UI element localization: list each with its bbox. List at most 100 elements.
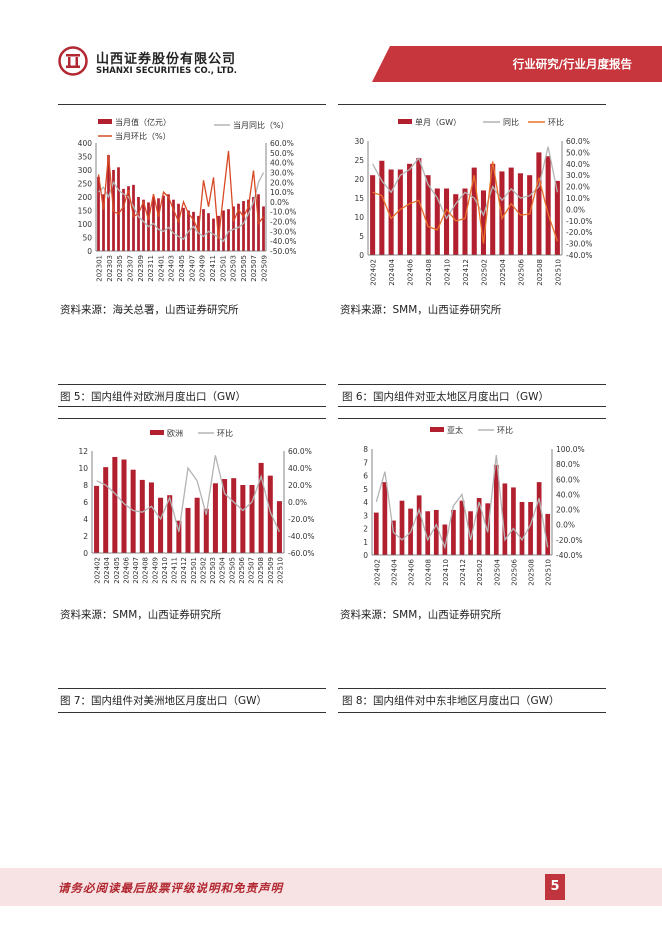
x-tick-label: 202408 [425, 559, 433, 586]
y-tick-label: 20 [354, 175, 364, 184]
bar [167, 495, 173, 553]
bar [276, 501, 282, 553]
bar [176, 520, 182, 553]
disclaimer-link[interactable]: 请务必阅读最后股票评级说明和免责声明 [58, 881, 283, 895]
page-header: 山西证券股份有限公司 SHANXI SECURITIES CO., LTD. 行… [0, 0, 662, 90]
bar [157, 198, 160, 251]
bar [545, 156, 551, 255]
company-name-en: SHANXI SECURITIES CO., LTD. [96, 66, 238, 76]
figure-8-divider [338, 688, 606, 689]
x-tick-label: 202504 [493, 558, 501, 585]
x-tick-label: 202502 [199, 557, 207, 584]
figure-7-bottom-rule [58, 712, 326, 713]
bar [122, 188, 125, 251]
bar [545, 513, 551, 555]
y-tick-label: 0 [83, 549, 88, 558]
x-tick-label: 202411 [209, 255, 217, 282]
legend-swatch-monthly [398, 119, 412, 124]
bar [490, 163, 496, 255]
x-tick-label: 202410 [442, 559, 450, 586]
x-tick-label: 202407 [132, 557, 140, 584]
x-tick-label: 202502 [476, 559, 484, 586]
figure-5-source: 资料来源：海关总署，山西证券研究所 [60, 304, 239, 316]
series-line-1 [375, 455, 549, 550]
bar [425, 175, 431, 255]
x-tick-label: 202405 [178, 255, 186, 282]
bar [536, 482, 542, 555]
figure-6-divider [338, 384, 606, 385]
bar [102, 194, 105, 251]
page-number: 5 [545, 874, 565, 900]
y2-tick-label: -40.0% [288, 532, 315, 541]
figure-6-caption: 图 6：国内组件对亚太地区月度出口（GW） [342, 391, 550, 403]
y2-tick-label: 60.0% [556, 475, 580, 484]
x-tick-label: 202402 [94, 557, 102, 584]
y-tick-label: 10 [354, 213, 364, 222]
x-tick-label: 202507 [250, 255, 258, 282]
x-tick-label: 202506 [238, 556, 246, 583]
x-tick-label: 202506 [510, 558, 518, 585]
x-tick-label: 202510 [554, 259, 562, 286]
bar [212, 483, 218, 553]
y2-tick-label: 10.0% [566, 194, 590, 203]
bar [379, 160, 385, 255]
x-tick-label: 202408 [425, 259, 433, 286]
y2-tick-label: -10.0% [270, 208, 297, 217]
y2-tick-label: 20.0% [566, 183, 590, 192]
chart-americas-export: 欧洲 环比 0 2 4 6 8 10 12 60.0% 40.0% 20.0% 0.0% -20.0%… [78, 428, 315, 584]
series-line-2 [372, 161, 559, 244]
y-tick-label: 8 [83, 481, 88, 490]
bar [416, 495, 422, 555]
figure-8-source: 资料来源：SMM，山西证券研究所 [340, 609, 502, 621]
y2-tick-label: -20.0% [288, 515, 315, 524]
x-tick-label: 202311 [147, 255, 155, 282]
bar [194, 497, 200, 553]
bar [536, 152, 542, 255]
y2-tick-label: 50.0% [270, 149, 294, 158]
bar [453, 194, 459, 255]
x-tick-label: 202503 [230, 255, 238, 282]
bar [203, 508, 209, 553]
y-tick-label: 100 [78, 220, 93, 229]
bar [172, 199, 175, 251]
x-tick-label: 202503 [209, 557, 217, 584]
bar [240, 485, 246, 553]
bar [222, 479, 228, 553]
x-tick-label: 202510 [545, 559, 553, 586]
x-tick-label: 202404 [103, 556, 111, 583]
x-tick-label: 202507 [248, 557, 256, 584]
y2-tick-label: 20.0% [270, 178, 294, 187]
bar [382, 482, 388, 555]
x-tick-label: 202401 [157, 255, 165, 282]
y-tick-label: 150 [78, 207, 93, 216]
y-tick-label: 25 [354, 156, 364, 165]
y-tick-label: 8 [363, 445, 368, 454]
x-tick-label: 202406 [408, 558, 416, 585]
x-tick-label: 202506 [517, 258, 525, 285]
x-tick-label: 202406 [122, 556, 130, 583]
y2-tick-label: -30.0% [566, 240, 593, 249]
y2-tick-label: -40.0% [566, 251, 593, 260]
x-tick-label: 202408 [142, 557, 150, 584]
legend-label-mom: 环比 [548, 117, 564, 127]
bar [508, 167, 514, 255]
report-type-banner [372, 46, 662, 82]
legend-label-apac: 亚太 [447, 425, 463, 435]
report-type: 行业研究/行业月度报告 [512, 57, 632, 71]
y2-tick-label: 100.0% [556, 445, 585, 454]
y2-tick-label: -40.0% [556, 551, 583, 560]
y-tick-label: 200 [78, 193, 93, 202]
y-tick-label: 0 [359, 251, 364, 260]
bar [425, 511, 431, 555]
y2-tick-label: -40.0% [270, 237, 297, 246]
y-tick-label: 350 [78, 153, 93, 162]
y-tick-label: 4 [363, 498, 368, 507]
y2-tick-label: 60.0% [566, 137, 590, 146]
bar [249, 485, 255, 553]
y2-tick-label: -50.0% [270, 247, 297, 256]
bar [137, 197, 140, 251]
bar [399, 500, 405, 555]
bar [148, 482, 154, 553]
chart-mea-export: 亚太 环比 0 1 2 3 4 5 6 7 8 100.0% 80.0% 60.0% 40.0% 20.0… [363, 425, 585, 586]
bar [142, 199, 145, 251]
